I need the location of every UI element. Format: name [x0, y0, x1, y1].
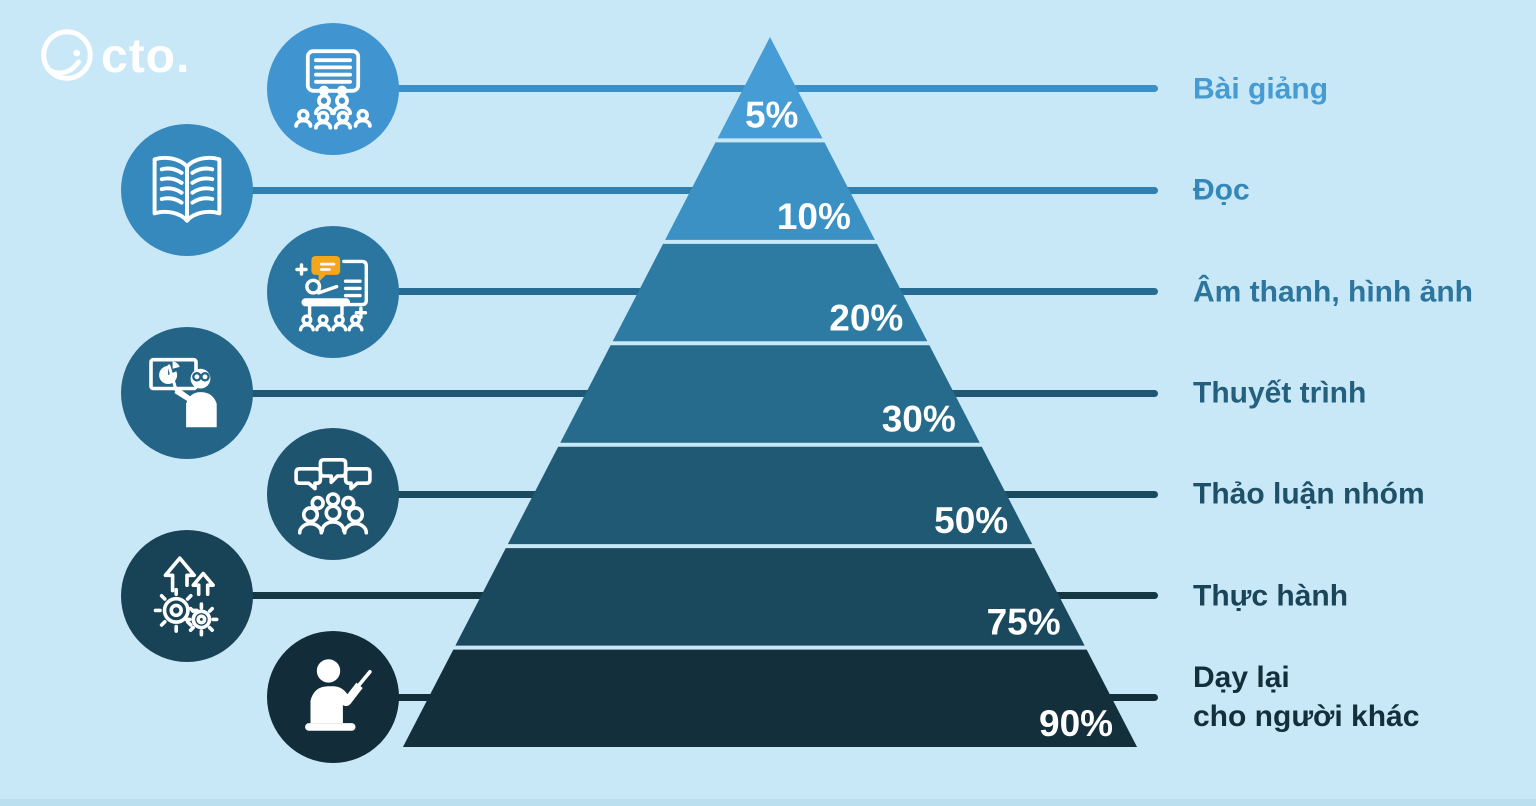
connector-line	[333, 288, 1158, 296]
demonstration-icon	[149, 357, 217, 428]
connector-line	[333, 490, 1158, 498]
level-icon-circle	[267, 428, 399, 561]
connector-line	[187, 186, 1158, 194]
octo-logo-icon	[41, 29, 93, 81]
percent-label: 75%	[987, 602, 1061, 643]
percent-label: 20%	[829, 297, 903, 338]
level-icon-circle	[121, 124, 253, 257]
percent-label: 5%	[745, 94, 798, 135]
level-label: Dạy lại cho người khác	[1193, 658, 1419, 736]
level-label-line: cho người khác	[1193, 700, 1420, 734]
level-label: Thuyết trình	[1193, 374, 1366, 413]
level-label: Thảo luận nhóm	[1193, 475, 1425, 514]
level-label-line: Thảo luận nhóm	[1193, 477, 1425, 511]
connector-line	[187, 389, 1158, 397]
level-label-line: Thực hành	[1193, 579, 1349, 613]
level-icon-circle	[267, 631, 399, 764]
book-icon	[152, 156, 222, 223]
level-icon-circle	[267, 22, 399, 155]
level-label-line: Đọc	[1193, 173, 1250, 207]
teach-icon	[305, 659, 372, 732]
level-icon-circle	[267, 225, 399, 358]
level-icon-circle	[121, 327, 253, 459]
connector-line	[187, 592, 1158, 600]
octo-logo: cto.	[36, 26, 190, 88]
percent-label: 30%	[882, 399, 956, 440]
bottom-edge-strip	[0, 799, 1536, 806]
discussion-icon	[294, 458, 372, 535]
connector-line	[333, 85, 1158, 93]
percent-label: 10%	[777, 196, 851, 237]
level-label: Âm thanh, hình ảnh	[1193, 272, 1473, 311]
level-label: Đọc	[1193, 171, 1250, 210]
level-label-line: Bài giảng	[1193, 72, 1329, 106]
connector-line	[333, 693, 1158, 701]
audio-visual-icon	[295, 255, 369, 332]
level-label-line: Dạy lại	[1193, 661, 1290, 695]
percent-label: 90%	[1039, 703, 1113, 744]
practice-icon	[153, 556, 219, 637]
level-label-line: Âm thanh, hình ảnh	[1193, 275, 1473, 309]
level-label: Thực hành	[1193, 576, 1348, 615]
level-label: Bài giảng	[1193, 69, 1328, 108]
level-icon-circle	[121, 529, 253, 662]
lecture-icon	[294, 49, 372, 130]
percent-label: 50%	[934, 500, 1008, 541]
octo-logo-text: cto.	[101, 30, 191, 83]
level-label-line: Thuyết trình	[1193, 376, 1367, 410]
